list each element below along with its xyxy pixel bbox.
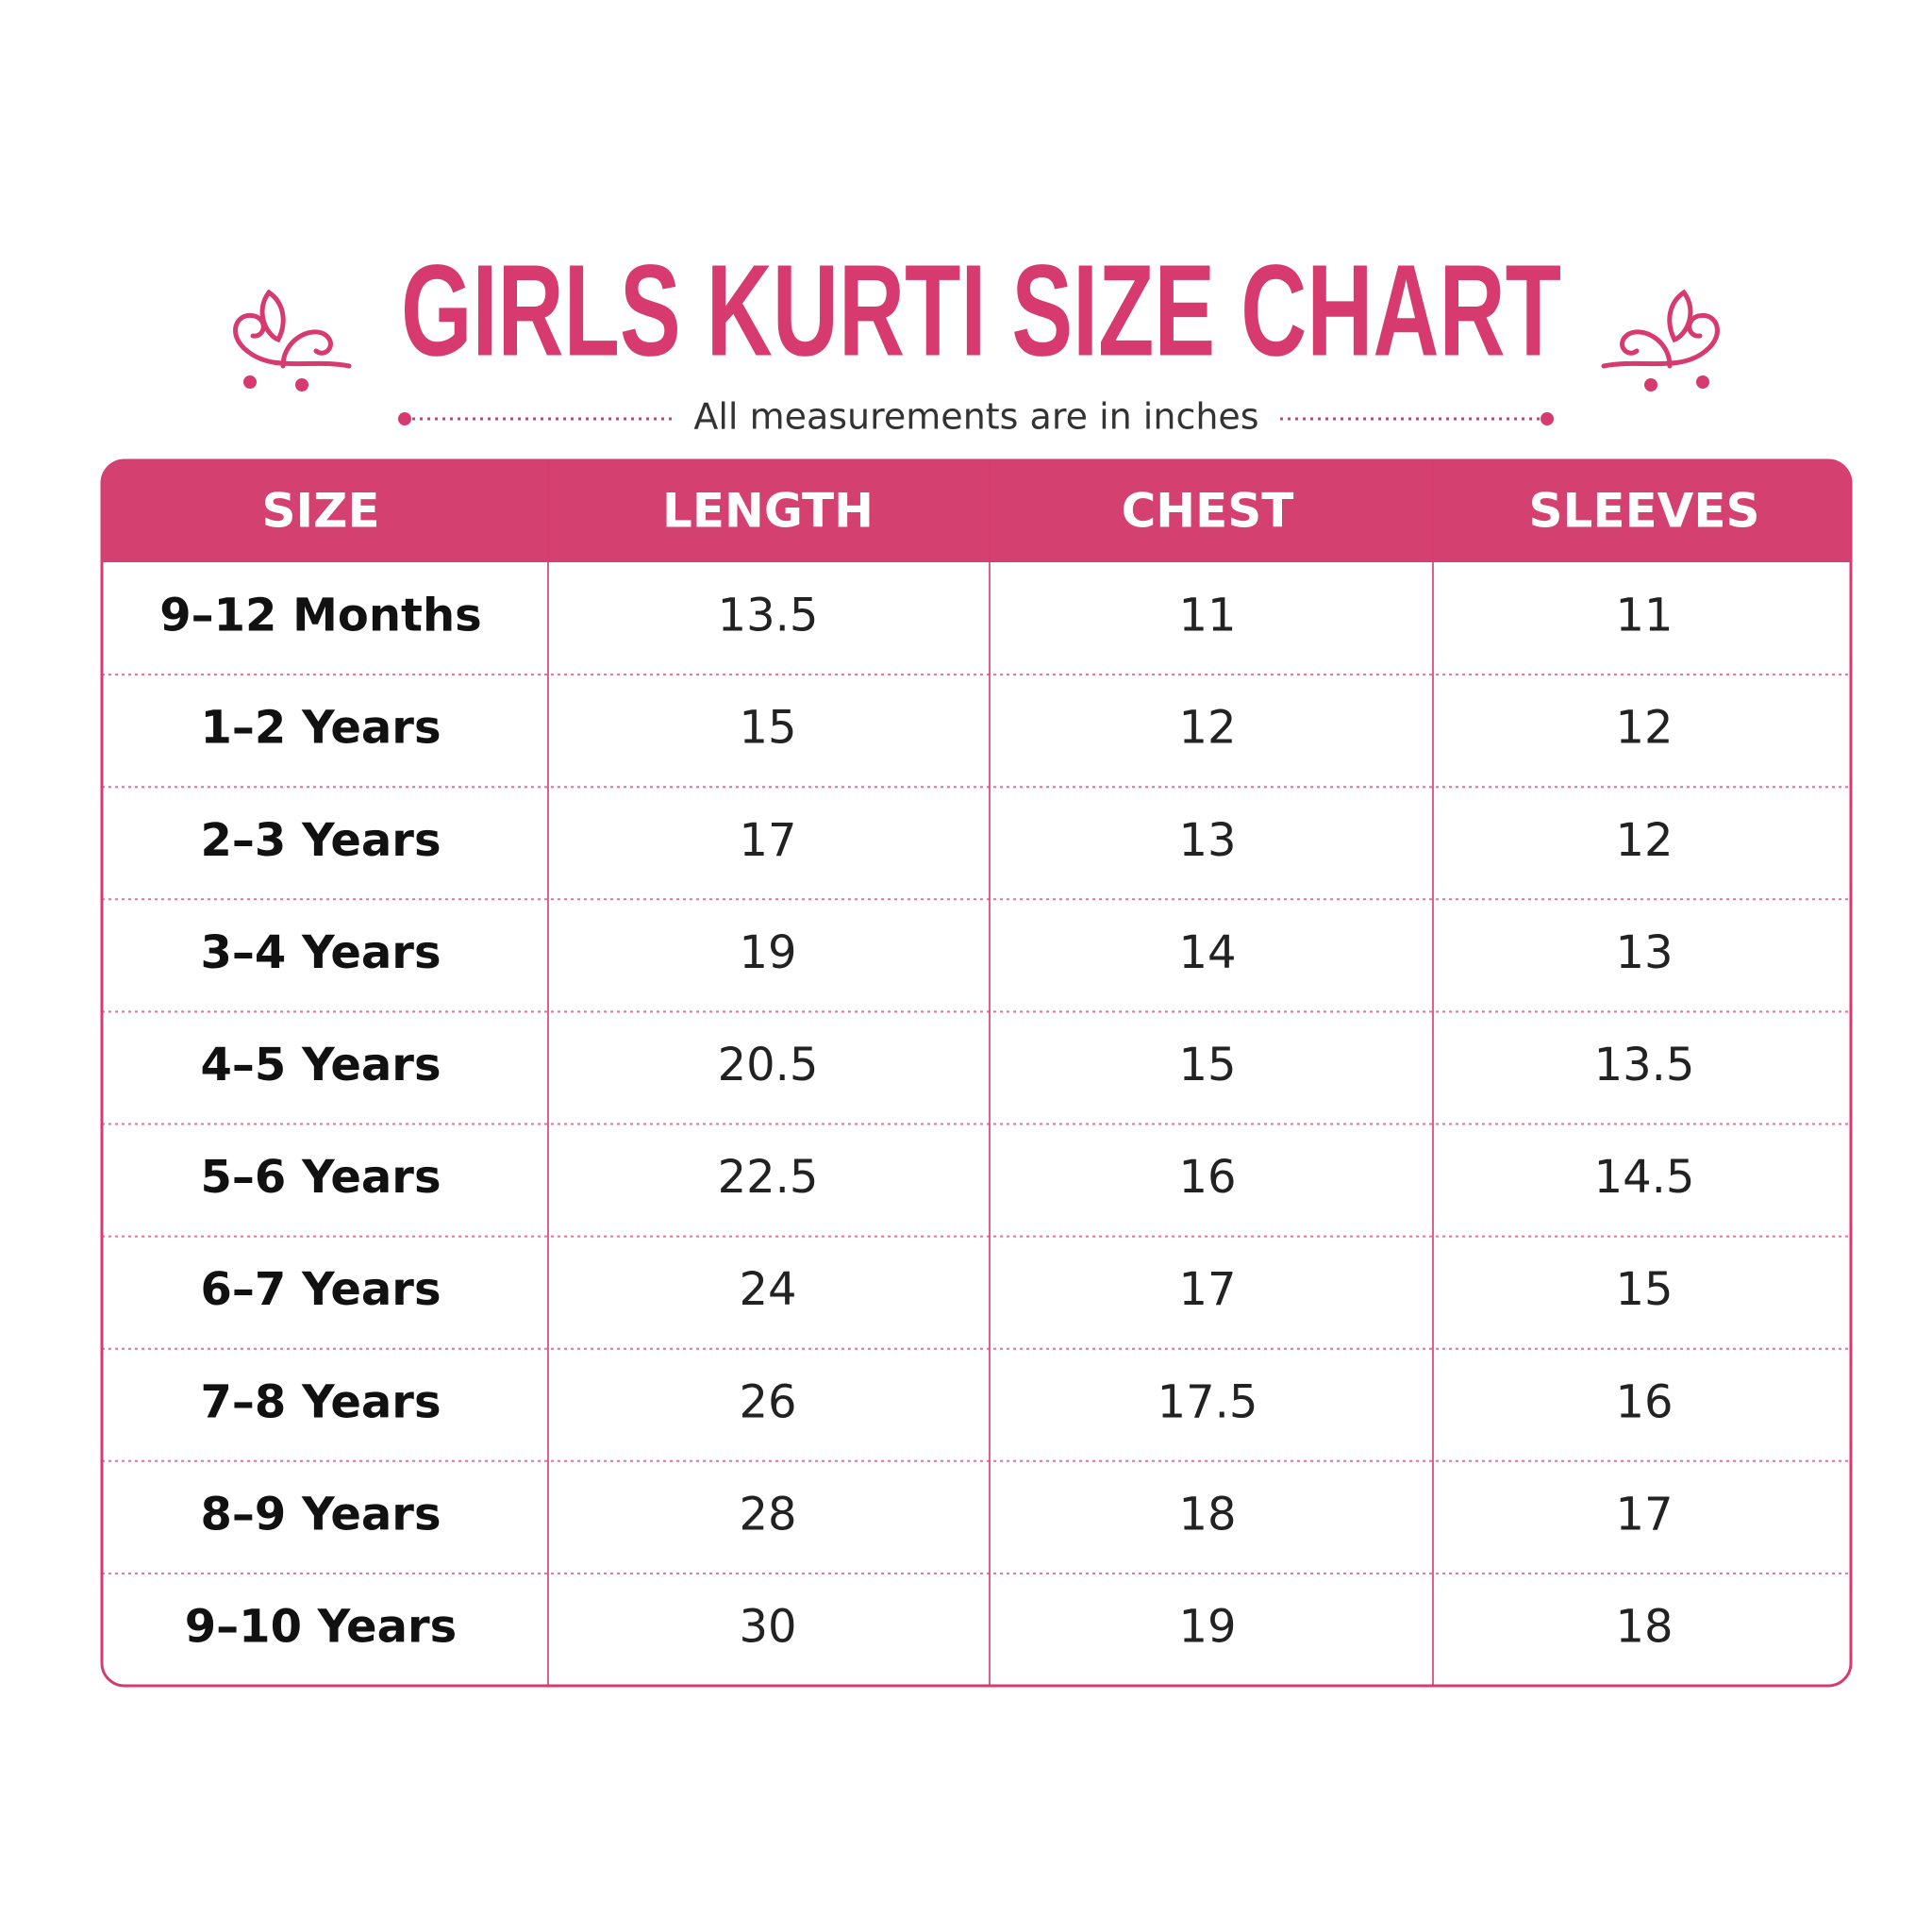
measurement: 14 (1178, 926, 1236, 979)
table-header (102, 460, 1851, 562)
measurement: 13.5 (1594, 1039, 1695, 1091)
measurement: 12 (1615, 814, 1673, 867)
measurement: 12 (1615, 702, 1673, 755)
subtitle: All measurements are in inches (693, 396, 1258, 438)
measurement: 13.5 (718, 590, 819, 642)
measurement: 24 (739, 1263, 796, 1316)
measurement: 17 (739, 814, 796, 867)
ornament-left (233, 289, 352, 391)
size-label: 8–9 Years (200, 1488, 441, 1541)
column-header: SLEEVES (1528, 484, 1759, 539)
measurement: 18 (1178, 1488, 1236, 1541)
measurement: 30 (739, 1600, 796, 1653)
size-label: 3–4 Years (200, 926, 441, 979)
measurement: 11 (1615, 590, 1673, 642)
table: SIZE LENGTH CHEST SLEEVES 9–12 Months 13.5 11 1… (102, 460, 1851, 1686)
column-header: CHEST (1122, 484, 1294, 539)
size-label: 2–3 Years (200, 814, 441, 867)
measurement: 15 (1615, 1263, 1673, 1316)
measurement: 15 (739, 702, 796, 755)
measurement: 28 (739, 1488, 796, 1541)
measurement: 20.5 (718, 1039, 819, 1091)
measurement: 17 (1178, 1263, 1236, 1316)
size-label: 7–8 Years (200, 1375, 441, 1428)
measurement: 16 (1615, 1375, 1673, 1428)
measurement: 22.5 (718, 1151, 819, 1204)
measurement: 15 (1178, 1039, 1236, 1091)
dot (1541, 412, 1554, 425)
measurement: 26 (739, 1375, 796, 1428)
measurement: 13 (1178, 814, 1236, 867)
column-header: SIZE (261, 484, 379, 539)
measurement: 17.5 (1158, 1375, 1258, 1428)
measurement: 17 (1615, 1488, 1673, 1541)
measurement: 13 (1615, 926, 1673, 979)
measurement: 11 (1178, 590, 1236, 642)
measurement: 14.5 (1594, 1151, 1695, 1204)
measurement: 19 (1178, 1600, 1236, 1653)
dot (398, 412, 411, 425)
size-label: 5–6 Years (200, 1151, 441, 1204)
title: GIRLS KURTI SIZE CHART (401, 238, 1561, 383)
size-label: 9–12 Months (159, 590, 482, 642)
size-label: 1–2 Years (200, 702, 441, 755)
measurement: 18 (1615, 1600, 1673, 1653)
measurement: 12 (1178, 702, 1236, 755)
size-label: 4–5 Years (200, 1039, 441, 1091)
ornament-right (1601, 289, 1720, 391)
size-label: 6–7 Years (200, 1263, 441, 1316)
size-label: 9–10 Years (185, 1600, 457, 1653)
measurement: 19 (739, 926, 796, 979)
column-header: LENGTH (662, 484, 874, 539)
measurement: 16 (1178, 1151, 1236, 1204)
